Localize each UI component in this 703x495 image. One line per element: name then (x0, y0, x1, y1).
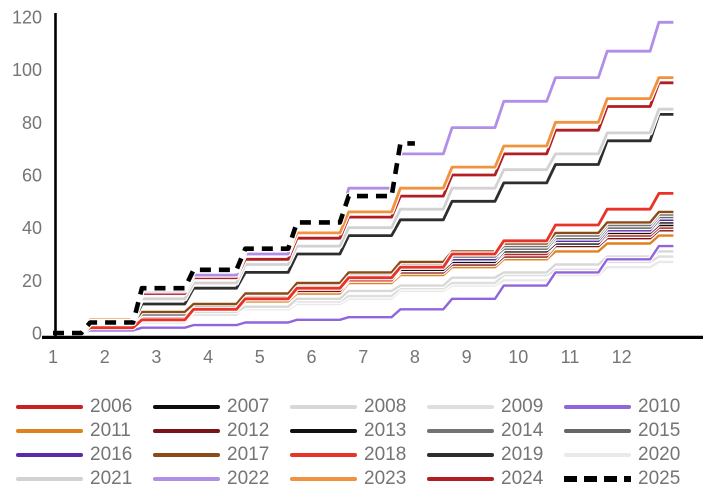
y-tick-label: 120 (12, 8, 42, 28)
legend-line-swatch (153, 476, 220, 481)
legend-label: 2014 (501, 420, 544, 441)
legend-line-swatch (427, 452, 494, 457)
x-tick-label: 7 (358, 347, 368, 367)
legend-line-swatch (427, 476, 494, 481)
legend-label: 2022 (227, 468, 270, 489)
legend-item-2018: 2018 (290, 444, 427, 465)
x-tick-label: 10 (508, 347, 528, 367)
legend-item-2009: 2009 (427, 396, 564, 417)
series-line-2025 (53, 141, 415, 336)
y-tick-label: 60 (22, 166, 42, 186)
legend-label: 2016 (90, 444, 133, 465)
legend-item-2013: 2013 (290, 420, 427, 441)
legend-item-2023: 2023 (290, 468, 427, 489)
legend-label: 2009 (501, 396, 544, 417)
legend-line-swatch (290, 428, 357, 433)
legend-label: 2025 (638, 468, 681, 489)
legend-item-2020: 2020 (564, 444, 701, 465)
x-tick-label: 8 (410, 347, 420, 367)
y-tick-label: 20 (22, 271, 42, 291)
x-axis: 1 2 3 4 5 6 7 8 9 10 11 12 (48, 347, 632, 367)
series-line-2020 (53, 260, 674, 335)
legend-label: 2011 (90, 420, 131, 441)
legend-item-2025: 2025 (564, 468, 701, 489)
y-tick-label: 80 (22, 113, 42, 133)
legend-label: 2019 (501, 444, 544, 465)
legend-item-2022: 2022 (153, 468, 290, 489)
legend-item-2024: 2024 (427, 468, 564, 489)
legend-line-swatch (564, 452, 631, 457)
legend-dashed-line-swatch (564, 475, 631, 482)
legend-line-swatch (564, 404, 631, 409)
legend-line-swatch (16, 452, 83, 457)
y-tick-label: 0 (32, 324, 42, 344)
legend-item-2010: 2010 (564, 396, 701, 417)
legend-label: 2012 (227, 420, 270, 441)
legend-label: 2024 (501, 468, 544, 489)
legend-item-2008: 2008 (290, 396, 427, 417)
legend-item-2011: 2011 (16, 420, 153, 441)
legend-item-2012: 2012 (153, 420, 290, 441)
legend-label: 2013 (364, 420, 407, 441)
legend-line-swatch (290, 404, 357, 409)
chart: 0 20 40 60 80 100 120 1 2 3 4 5 6 7 8 9 10 11 12 (12, 8, 703, 367)
legend-line-swatch (16, 404, 83, 409)
legend-label: 2008 (364, 396, 407, 417)
series-line-2019 (53, 113, 674, 335)
legend-item-2019: 2019 (427, 444, 564, 465)
x-tick-label: 9 (462, 347, 472, 367)
series-layer (53, 19, 674, 337)
chart-legend: 2006 2007 2008 2009 2010 2011 2012 2013 2014 2015… (16, 396, 700, 489)
x-tick-label: 5 (255, 347, 265, 367)
x-tick-label: 6 (306, 347, 316, 367)
x-tick-label: 1 (48, 347, 58, 367)
series-line-2018 (53, 192, 674, 335)
legend-label: 2017 (227, 444, 270, 465)
legend-line-swatch (564, 428, 631, 433)
series-line-2010 (53, 244, 674, 335)
legend-line-swatch (153, 428, 220, 433)
x-tick-label: 12 (612, 347, 632, 367)
legend-item-2016: 2016 (16, 444, 153, 465)
legend-item-2015: 2015 (564, 420, 701, 441)
legend-label: 2020 (638, 444, 681, 465)
x-tick-label: 4 (203, 347, 213, 367)
series-line-2017 (53, 210, 674, 335)
legend-label: 2023 (364, 468, 407, 489)
legend-line-swatch (427, 404, 494, 409)
legend-item-2007: 2007 (153, 396, 290, 417)
legend-line-swatch (290, 476, 357, 481)
x-tick-label: 11 (561, 347, 580, 367)
legend-line-swatch (153, 452, 220, 457)
y-tick-label: 40 (22, 218, 42, 238)
legend-item-2014: 2014 (427, 420, 564, 441)
legend-item-2021: 2021 (16, 468, 153, 489)
y-axis: 0 20 40 60 80 100 120 (12, 8, 42, 344)
x-tick-label: 3 (151, 347, 161, 367)
legend-label: 2006 (90, 396, 133, 417)
legend-line-swatch (16, 476, 83, 481)
legend-line-swatch (427, 428, 494, 433)
x-tick-label: 2 (100, 347, 110, 367)
legend-line-swatch (16, 428, 83, 433)
legend-line-swatch (153, 404, 220, 409)
legend-label: 2021 (90, 468, 133, 489)
legend-label: 2010 (638, 396, 681, 417)
legend-label: 2007 (227, 396, 270, 417)
legend-item-2006: 2006 (16, 396, 153, 417)
legend-line-swatch (290, 452, 357, 457)
legend-label: 2015 (638, 420, 681, 441)
series-line-2021 (53, 107, 674, 335)
y-tick-label: 100 (12, 60, 42, 80)
legend-item-2017: 2017 (153, 444, 290, 465)
legend-label: 2018 (364, 444, 407, 465)
